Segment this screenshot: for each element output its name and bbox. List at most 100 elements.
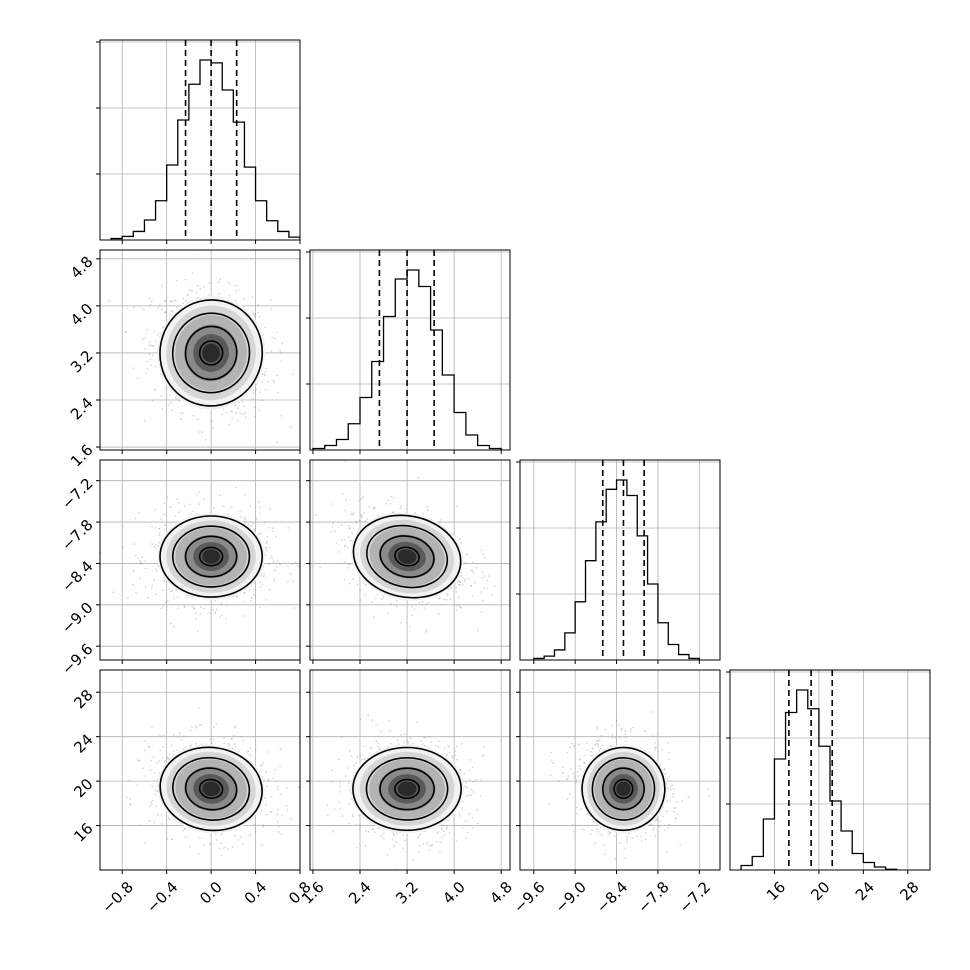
- scatter-point: [191, 605, 194, 608]
- scatter-point: [464, 578, 467, 581]
- scatter-point: [281, 342, 283, 345]
- scatter-point: [242, 739, 245, 742]
- scatter-point: [150, 801, 153, 803]
- scatter-point: [396, 739, 399, 742]
- scatter-point: [351, 815, 354, 818]
- scatter-point: [438, 613, 440, 616]
- scatter-point: [644, 832, 647, 835]
- scatter-point: [237, 407, 239, 410]
- scatter-point: [276, 565, 278, 568]
- scatter-point: [601, 744, 604, 747]
- scatter-point: [624, 733, 627, 736]
- scatter-point: [615, 719, 618, 722]
- scatter-point: [272, 777, 274, 779]
- scatter-point: [471, 561, 474, 564]
- scatter-point: [180, 412, 182, 415]
- scatter-point: [427, 601, 430, 604]
- scatter-point: [640, 840, 643, 842]
- scatter-point: [269, 507, 271, 510]
- scatter-point: [448, 745, 450, 748]
- scatter-point: [243, 592, 246, 594]
- scatter-point: [260, 763, 263, 766]
- scatter-point: [331, 769, 334, 772]
- scatter-point: [569, 746, 572, 749]
- scatter-point: [331, 525, 334, 528]
- scatter-point: [371, 827, 374, 830]
- scatter-point: [235, 596, 238, 599]
- scatter-point: [151, 345, 154, 347]
- scatter-point: [150, 803, 153, 806]
- scatter-point: [486, 587, 489, 590]
- scatter-point: [129, 798, 131, 800]
- scatter-point: [373, 506, 376, 509]
- scatter-point: [225, 411, 228, 414]
- scatter-point: [204, 438, 207, 441]
- panel-frame: [309, 669, 511, 871]
- scatter-point: [270, 350, 273, 353]
- scatter-point: [672, 795, 675, 798]
- scatter-point: [148, 746, 150, 749]
- scatter-point: [344, 544, 347, 547]
- scatter-point: [162, 605, 164, 608]
- scatter-point: [625, 736, 627, 739]
- scatter-point: [219, 278, 222, 281]
- scatter-point: [438, 850, 441, 853]
- scatter-point: [280, 832, 283, 835]
- scatter-point: [277, 391, 280, 394]
- scatter-point: [174, 515, 177, 518]
- scatter-point: [596, 740, 598, 742]
- scatter-point: [620, 727, 623, 730]
- scatter-point: [237, 839, 240, 841]
- scatter-point: [156, 570, 158, 573]
- panel-frame: [519, 459, 721, 661]
- scatter-point: [425, 602, 428, 605]
- scatter-point: [486, 579, 489, 582]
- scatter-point: [468, 794, 471, 797]
- scatter-point: [423, 745, 426, 747]
- scatter-point: [377, 827, 380, 830]
- scatter-point: [285, 804, 288, 807]
- scatter-point: [491, 593, 494, 596]
- scatter-point: [234, 290, 237, 292]
- contour-3: [394, 546, 420, 567]
- scatter-point: [357, 814, 360, 817]
- scatter-point: [455, 604, 458, 607]
- scatter-point: [460, 542, 463, 544]
- scatter-point: [578, 765, 581, 767]
- scatter-point: [265, 541, 268, 544]
- scatter-point: [256, 518, 258, 521]
- scatter-point: [571, 824, 574, 827]
- scatter-point: [158, 304, 161, 307]
- scatter-point: [248, 753, 251, 756]
- scatter-point: [347, 767, 350, 770]
- scatter-point: [469, 584, 472, 587]
- scatter-point: [629, 730, 632, 733]
- scatter-point: [154, 509, 157, 511]
- scatter-point: [467, 577, 470, 580]
- scatter-point: [253, 594, 256, 597]
- scatter-point: [339, 785, 341, 788]
- scatter-point: [195, 724, 197, 727]
- scatter-point: [340, 735, 343, 738]
- scatter-point: [382, 597, 385, 600]
- scatter-point: [600, 747, 603, 750]
- scatter-point: [191, 289, 194, 292]
- scatter-point: [363, 757, 366, 760]
- scatter-point: [276, 785, 279, 788]
- scatter-point: [346, 546, 349, 549]
- scatter-point: [177, 596, 179, 598]
- scatter-point: [652, 829, 655, 832]
- scatter-point: [242, 298, 245, 301]
- scatter-point: [418, 601, 421, 604]
- scatter-point: [258, 315, 261, 318]
- scatter-point: [148, 805, 151, 807]
- scatter-point: [139, 561, 142, 564]
- scatter-point: [262, 334, 264, 336]
- scatter-point: [368, 506, 371, 509]
- scatter-point: [421, 743, 424, 746]
- scatter-point: [241, 842, 244, 845]
- scatter-point: [192, 414, 195, 417]
- scatter-point: [382, 595, 385, 597]
- scatter-point: [150, 344, 152, 347]
- scatter-point: [257, 311, 260, 314]
